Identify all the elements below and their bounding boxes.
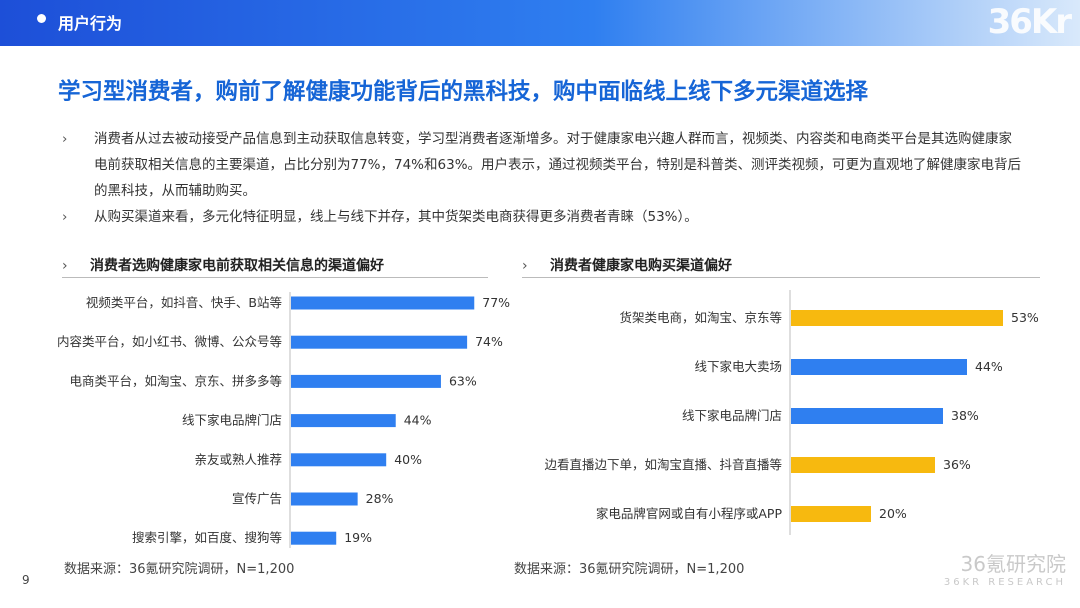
chart1-heading: › 消费者选购健康家电前获取相关信息的渠道偏好 [62, 255, 488, 278]
summary-bullet: › 消费者从过去被动接受产品信息到主动获取信息转变，学习型消费者逐渐增多。对于健… [62, 126, 1022, 204]
chart2-value-label: 44% [975, 359, 1003, 374]
page-number: 9 [22, 573, 30, 587]
chevron-right-icon: › [62, 209, 68, 225]
chart1-source: 数据来源：36氪研究院调研，N=1,200 [64, 562, 295, 577]
bullet-text: 消费者从过去被动接受产品信息到主动获取信息转变，学习型消费者逐渐增多。对于健康家… [94, 131, 1022, 199]
chart1-bar [291, 453, 387, 467]
chart1-category-label: 线下家电品牌门店 [182, 413, 282, 428]
chart2-value-label: 38% [951, 408, 979, 423]
chart1-value-label: 44% [404, 413, 432, 428]
chart2-bar [791, 457, 935, 473]
chart1-bar [291, 335, 468, 349]
top-banner: 用户行为 36Kr [0, 0, 1080, 46]
watermark: 36氪研究院 36KR RESEARCH [944, 548, 1066, 588]
chart1-category-label: 亲友或熟人推荐 [194, 452, 282, 467]
summary-bullet: › 从购买渠道来看，多元化特征明显，线上与线下并存，其中货架类电商获得更多消费者… [62, 204, 1022, 230]
chart1-value-label: 28% [366, 491, 394, 506]
chart2-category-label: 线下家电品牌门店 [682, 408, 782, 423]
chart2-bar [791, 359, 967, 375]
summary-bullets: › 消费者从过去被动接受产品信息到主动获取信息转变，学习型消费者逐渐增多。对于健… [62, 126, 1022, 230]
chart1-value-label: 19% [344, 530, 372, 545]
chart2-heading: › 消费者健康家电购买渠道偏好 [522, 255, 1040, 278]
chevron-right-icon: › [522, 258, 528, 274]
chevron-right-icon: › [62, 258, 68, 274]
watermark-line2: 36KR RESEARCH [943, 577, 1066, 588]
chart1-category-label: 电商类平台，如淘宝、京东、拼多多等 [69, 373, 282, 388]
chart2-source: 数据来源：36氪研究院调研，N=1,200 [514, 562, 745, 577]
chart1-category-label: 搜索引擎，如百度、搜狗等 [132, 530, 282, 545]
chart2-category-label: 线下家电大卖场 [694, 359, 782, 374]
chart2-bar [791, 506, 871, 522]
chart2-category-label: 货架类电商，如淘宝、京东等 [619, 310, 782, 325]
chart2-bar [791, 408, 943, 424]
chart2-value-label: 20% [879, 506, 907, 521]
section-label: 用户行为 [58, 14, 123, 33]
bullet-dot-icon [37, 14, 46, 23]
chart1-bar [291, 531, 337, 545]
chart1-bar [291, 296, 475, 310]
watermark-line1: 36氪研究院 [960, 552, 1066, 576]
chart1-category-label: 视频类平台，如抖音、快手、B站等 [86, 295, 282, 310]
chart1-bar [291, 414, 396, 428]
chart1-category-label: 宣传广告 [232, 491, 282, 506]
chart1-value-label: 77% [482, 295, 510, 310]
chart2-category-label: 边看直播边下单，如淘宝直播、抖音直播等 [544, 457, 782, 472]
brand-logo: 36Kr [987, 2, 1072, 42]
bullet-text: 从购买渠道来看，多元化特征明显，线上与线下并存，其中货架类电商获得更多消费者青睐… [94, 209, 698, 225]
chart2-category-label: 家电品牌官网或自有小程序或APP [596, 506, 783, 521]
page-title: 学习型消费者，购前了解健康功能背后的黑科技，购中面临线上线下多元渠道选择 [58, 79, 869, 105]
chart2-value-label: 36% [943, 457, 971, 472]
chart1-title: 消费者选购健康家电前获取相关信息的渠道偏好 [90, 258, 384, 274]
chart1-value-label: 63% [449, 373, 477, 388]
chart2-value-label: 53% [1011, 310, 1039, 325]
chart1-bar [291, 374, 441, 388]
chart1-category-label: 内容类平台，如小红书、微博、公众号等 [57, 334, 282, 349]
chart1-value-label: 40% [394, 452, 422, 467]
chart2-bar [791, 310, 1003, 326]
chart1-bar [291, 492, 358, 506]
chart2-title: 消费者健康家电购买渠道偏好 [550, 258, 732, 274]
chevron-right-icon: › [62, 131, 68, 147]
chart1-value-label: 74% [475, 334, 503, 349]
